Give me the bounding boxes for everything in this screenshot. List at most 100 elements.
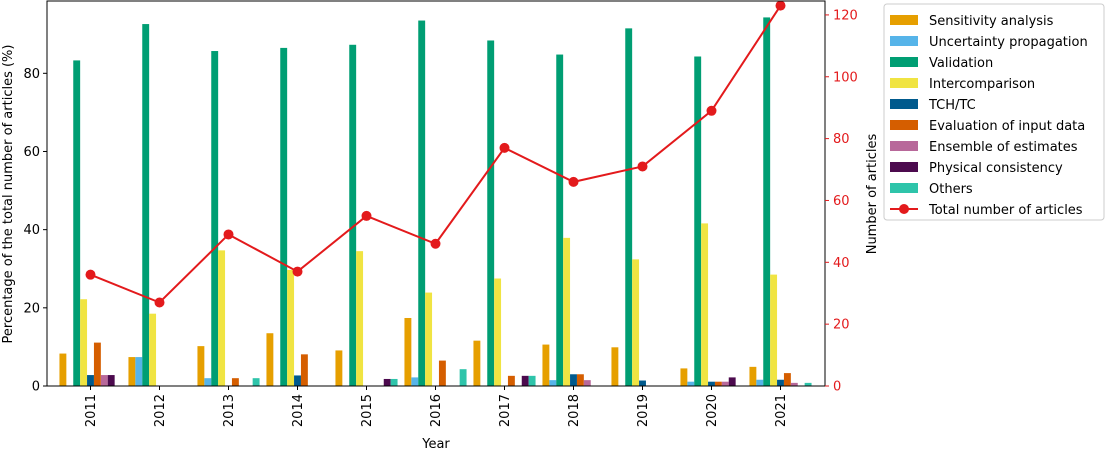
bar [770, 274, 778, 386]
legend-label: Others [929, 182, 973, 197]
line-point [430, 238, 441, 249]
bars-layer [59, 17, 812, 387]
x-tick-label: 2019 [636, 394, 651, 427]
legend-swatch [890, 162, 918, 172]
line-point [568, 176, 579, 187]
bar [142, 24, 150, 387]
bar [252, 378, 260, 386]
x-tick-label: 2015 [360, 394, 375, 427]
bar [777, 379, 784, 386]
bar [287, 269, 295, 386]
bar [390, 378, 398, 386]
line-point [775, 0, 786, 11]
legend-label: Intercomparison [929, 77, 1035, 92]
bar [563, 237, 571, 386]
bar [790, 382, 798, 386]
x-tick-label: 2014 [291, 394, 306, 427]
x-axis: 2011 2012 2013 2014 2015 2016 2017 2018 2019 2020… [84, 386, 789, 427]
legend-label: Physical consistency [929, 161, 1063, 176]
left-tick-label: 0 [32, 380, 40, 395]
right-tick-label: 80 [833, 132, 850, 147]
right-tick-label: 120 [833, 8, 858, 23]
bar [680, 368, 688, 386]
line-layer [85, 0, 786, 308]
bar [473, 340, 481, 386]
legend-label: TCH/TC [928, 98, 976, 113]
bar [694, 56, 702, 386]
x-tick-label: 2018 [567, 394, 582, 427]
bar [528, 375, 536, 386]
bar [625, 28, 633, 387]
bar [804, 382, 812, 386]
right-tick-label: 0 [833, 380, 841, 395]
legend-swatch [890, 141, 918, 151]
bar [570, 374, 577, 386]
bar [87, 375, 94, 386]
bar [425, 292, 433, 386]
legend-swatch [890, 183, 918, 193]
bar [231, 378, 239, 386]
legend-label: Sensitivity analysis [929, 14, 1054, 29]
right-tick-label: 60 [833, 194, 850, 209]
legend-line-marker [899, 204, 909, 214]
line-point [85, 269, 96, 280]
bar [335, 350, 343, 386]
bar [521, 375, 529, 386]
x-tick-label: 2016 [429, 394, 444, 427]
left-tick-label: 80 [23, 67, 40, 82]
plot-frame [46, 0, 826, 387]
bar [383, 378, 391, 386]
line-point [499, 142, 510, 153]
bar [438, 360, 446, 386]
bar [576, 374, 584, 386]
bar [266, 333, 274, 386]
legend-label: Validation [929, 56, 993, 71]
legend: Sensitivity analysis Uncertainty propagat… [883, 3, 1105, 221]
bar [542, 344, 550, 386]
legend-swatch [890, 99, 918, 109]
total-line [90, 5, 782, 304]
x-tick-label: 2020 [705, 394, 720, 427]
bar [294, 375, 301, 386]
bar [59, 353, 67, 386]
line-point [361, 210, 372, 221]
bar [128, 357, 136, 386]
bar [218, 250, 226, 386]
bar [763, 17, 771, 386]
line-point [706, 105, 717, 116]
left-axis-title: Percentage of the total number of articl… [1, 45, 16, 344]
legend-swatch [890, 57, 918, 67]
bar [687, 381, 695, 386]
bar [107, 375, 115, 386]
left-tick-label: 40 [23, 223, 40, 238]
line-point [223, 229, 234, 240]
right-axis: 0 20 40 60 80 100 120 [825, 8, 858, 395]
legend-swatch [890, 36, 918, 46]
bar [356, 251, 364, 386]
bar [349, 44, 357, 386]
right-tick-label: 20 [833, 318, 850, 333]
legend-frame [883, 3, 1105, 221]
bar [556, 54, 564, 387]
bar [756, 379, 764, 386]
bar [583, 380, 591, 386]
bar [783, 373, 791, 386]
x-tick-label: 2013 [222, 394, 237, 427]
legend-swatch [890, 120, 918, 130]
x-tick-label: 2012 [153, 394, 168, 427]
bar [708, 381, 715, 386]
legend-swatch [890, 78, 918, 88]
legend-swatch [890, 15, 918, 25]
legend-label: Uncertainty propagation [929, 35, 1088, 50]
left-tick-label: 20 [23, 301, 40, 316]
x-tick-label: 2017 [498, 394, 513, 427]
bar [300, 354, 308, 386]
right-tick-label: 100 [833, 70, 858, 85]
bar [80, 299, 88, 386]
line-point [154, 297, 165, 308]
bar [73, 60, 81, 386]
bar [487, 40, 495, 386]
bar [418, 20, 426, 386]
bar [280, 47, 288, 387]
bar [135, 357, 143, 386]
